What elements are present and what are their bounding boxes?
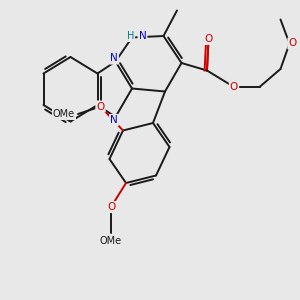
Text: N: N — [110, 53, 118, 64]
Text: O: O — [96, 101, 105, 112]
Text: O: O — [204, 34, 213, 44]
Text: H: H — [127, 31, 134, 41]
Text: N: N — [110, 115, 118, 125]
Text: OMe: OMe — [100, 236, 122, 245]
Text: O: O — [107, 202, 115, 212]
Text: N: N — [139, 31, 146, 41]
Text: OMe: OMe — [53, 109, 75, 119]
Text: O: O — [288, 38, 297, 49]
Text: O: O — [230, 82, 238, 92]
